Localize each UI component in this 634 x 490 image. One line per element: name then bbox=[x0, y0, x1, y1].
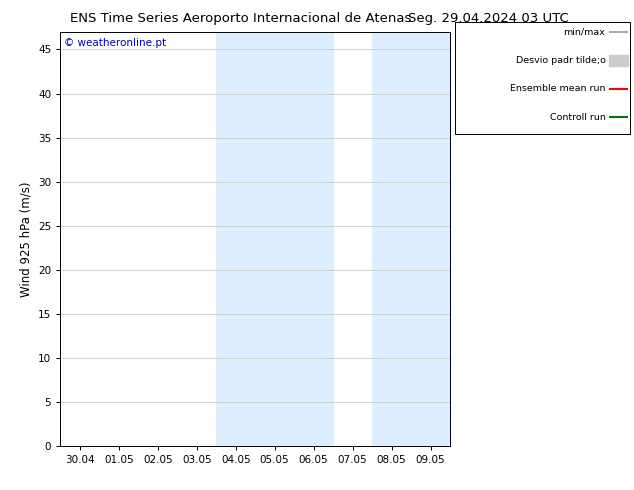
Text: © weatheronline.pt: © weatheronline.pt bbox=[64, 38, 166, 48]
Text: Controll run: Controll run bbox=[550, 113, 605, 122]
Bar bbox=[216, 32, 333, 446]
Text: min/max: min/max bbox=[564, 27, 605, 36]
Text: ENS Time Series Aeroporto Internacional de Atenas: ENS Time Series Aeroporto Internacional … bbox=[70, 12, 411, 25]
Text: Desvio padr tilde;o: Desvio padr tilde;o bbox=[515, 56, 605, 65]
Text: Seg. 29.04.2024 03 UTC: Seg. 29.04.2024 03 UTC bbox=[408, 12, 569, 25]
Bar bbox=[372, 32, 450, 446]
Text: Ensemble mean run: Ensemble mean run bbox=[510, 84, 605, 93]
Y-axis label: Wind 925 hPa (m/s): Wind 925 hPa (m/s) bbox=[20, 181, 32, 296]
